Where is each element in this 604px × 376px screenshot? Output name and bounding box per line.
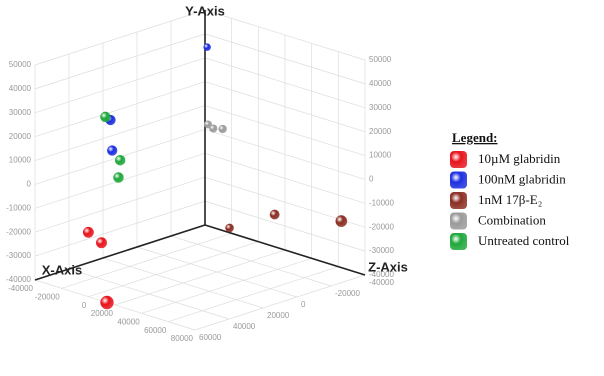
x-tick-label: 0 <box>301 300 306 309</box>
grid-line <box>204 200 366 252</box>
y-tick-label: -10000 <box>369 198 394 207</box>
grid-line <box>204 57 366 109</box>
grid-line <box>204 129 366 180</box>
y-tick-label: 50000 <box>369 55 392 64</box>
x-tick-label: -40000 <box>369 278 394 287</box>
y-tick-label: -20000 <box>6 227 31 236</box>
grid-line <box>34 9 206 66</box>
data-point <box>114 154 126 166</box>
grid-line <box>204 9 366 61</box>
grid-line <box>204 152 366 204</box>
legend-label: Untreated control <box>478 233 570 248</box>
grid-line <box>194 274 366 331</box>
y-tick-label: -10000 <box>6 203 31 212</box>
legend-label: Combination <box>478 212 546 227</box>
x-axis-label: X-Axis <box>42 262 82 277</box>
y-tick-label: -40000 <box>6 275 31 284</box>
legend-swatch <box>450 151 467 168</box>
plot-area: -40000-40000-30000-30000-20000-20000-100… <box>6 9 394 343</box>
grid-line <box>34 81 206 137</box>
legend-swatch <box>450 233 467 250</box>
data-point <box>225 223 234 233</box>
grid-line <box>34 176 206 233</box>
y-tick-label: 30000 <box>369 103 392 112</box>
data-point <box>96 237 107 249</box>
y-tick-label: -40000 <box>369 270 394 279</box>
grid-line <box>141 258 312 314</box>
y-axis-label: Y-Axis <box>185 3 225 18</box>
z-tick-label: 20000 <box>91 309 114 318</box>
data-point <box>100 295 114 310</box>
data-point <box>269 209 280 220</box>
data-point <box>113 172 124 183</box>
legend-swatch <box>450 192 467 209</box>
axis-line <box>34 224 206 281</box>
data-point <box>100 111 111 123</box>
legend-label: 100nM glabridin <box>478 171 566 186</box>
y-tick-label: 20000 <box>9 132 32 141</box>
y-tick-label: 0 <box>369 175 374 184</box>
y-tick-label: 50000 <box>9 60 32 69</box>
data-point <box>82 226 94 238</box>
axis-line <box>204 224 366 276</box>
grid-line <box>204 33 366 85</box>
y-tick-label: 0 <box>27 180 32 189</box>
grid-line <box>34 105 206 161</box>
x-tick-label: -20000 <box>335 289 360 298</box>
legend-title: Legend: <box>452 130 498 145</box>
y-tick-label: 20000 <box>369 127 392 136</box>
grid-line <box>88 241 259 297</box>
y-tick-label: -20000 <box>369 222 394 231</box>
y-tick-label: -30000 <box>369 246 394 255</box>
legend-label: 1nM 17β-E₂ <box>478 192 542 207</box>
legend-label: 10µM glabridin <box>478 151 561 166</box>
x-tick-label: 60000 <box>199 333 222 342</box>
grid-line <box>114 249 286 306</box>
y-tick-label: 40000 <box>9 84 32 93</box>
z-tick-label: -20000 <box>35 292 60 301</box>
data-point <box>209 124 218 133</box>
legend-swatch <box>450 171 467 189</box>
grid-line <box>168 266 339 322</box>
z-tick-label: 0 <box>82 301 87 310</box>
z-tick-label: 60000 <box>144 326 167 335</box>
data-point <box>335 215 348 227</box>
grid-line <box>61 233 232 289</box>
data-point <box>218 124 227 134</box>
y-tick-label: 10000 <box>9 156 32 165</box>
y-tick-label: 40000 <box>369 79 392 88</box>
grid-line <box>34 57 206 114</box>
grid-line <box>204 81 366 133</box>
z-tick-label: 40000 <box>117 317 140 326</box>
x-tick-label: 40000 <box>233 322 256 331</box>
y-tick-label: 10000 <box>369 151 392 160</box>
legend-swatch <box>450 212 467 230</box>
x-tick-label: 20000 <box>267 311 290 320</box>
grid-line <box>34 33 206 90</box>
data-point <box>203 43 211 51</box>
data-point <box>107 145 118 156</box>
y-tick-label: -30000 <box>6 251 31 260</box>
grid-line <box>34 200 206 257</box>
z-tick-label: -40000 <box>8 284 33 293</box>
z-axis-label: Z-Axis <box>368 259 408 274</box>
grid-line <box>204 105 366 156</box>
legend: Legend: 10µM glabridin 100nM glabridin 1nM… <box>450 130 570 250</box>
z-tick-label: 80000 <box>171 334 194 343</box>
y-tick-label: 30000 <box>9 108 32 117</box>
